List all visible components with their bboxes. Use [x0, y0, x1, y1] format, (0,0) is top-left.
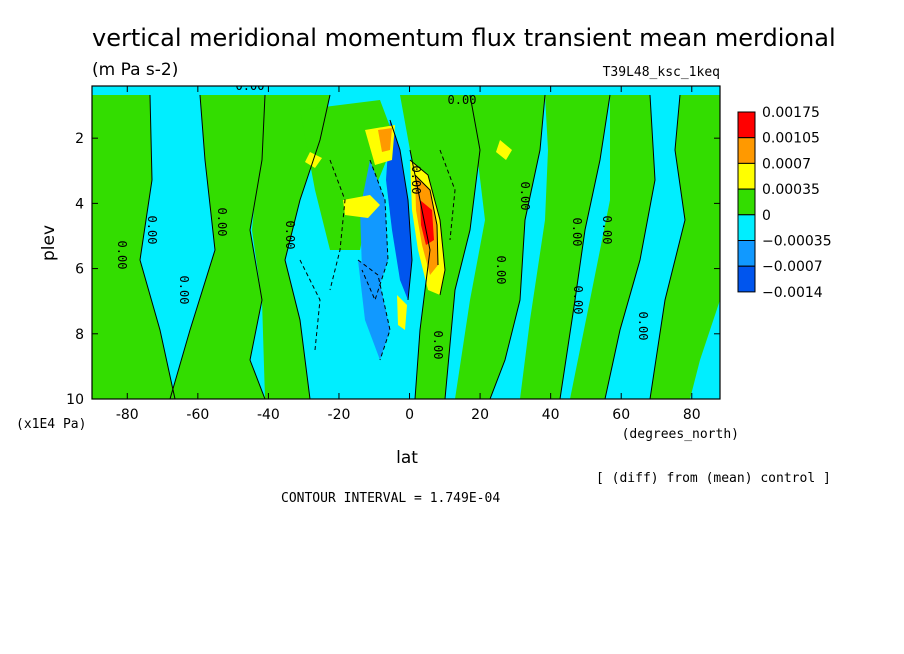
contour-label: 0.00: [600, 216, 614, 245]
run-label: T39L48_ksc_1keq: [603, 65, 720, 80]
green-region-npolecap: [650, 95, 720, 399]
legend-level-label: 0.00035: [762, 182, 820, 198]
x-tick-label: 80: [683, 407, 701, 423]
contour-labels: 0.00 0.00 0.00 0.00 0.00 0.00 0.00 0.00 0.00 0.00…: [115, 79, 650, 360]
legend-level-label: −0.00035: [762, 234, 832, 250]
x-axis-units: (degrees_north): [622, 427, 739, 442]
green-region-smid: [252, 95, 330, 399]
x-tick-label: 20: [471, 407, 489, 423]
contour-line: [649, 94, 686, 399]
yellow-spot2: [397, 295, 407, 330]
contour-line-negative: [329, 159, 346, 291]
contour-label: 0.00: [571, 286, 585, 315]
x-axis-ticks: -80 -60 -40 -20 0 20 40 60 80: [116, 86, 701, 423]
blue-region-b: [358, 260, 390, 360]
plot-frame: [91, 85, 721, 400]
contour-line: [444, 94, 481, 399]
legend-swatch: [737, 111, 756, 139]
contour-label: 0.00: [494, 256, 508, 285]
x-tick-label: 40: [542, 407, 560, 423]
legend-level-label: −0.0014: [762, 285, 823, 301]
negative-contours: [299, 149, 456, 361]
y-tick-label: 2: [75, 131, 84, 147]
contour-label: 0.00: [145, 216, 159, 245]
contour-line-negative: [299, 259, 321, 351]
contour-interval: CONTOUR INTERVAL = 1.749E-04: [281, 491, 500, 506]
x-tick-label: -20: [328, 407, 351, 423]
y-axis-units: (x1E4 Pa): [16, 417, 86, 432]
contour-line: [409, 159, 446, 296]
contour-line-negative: [439, 149, 456, 241]
y-axis-ticks: 2 4 6 8 10: [66, 131, 720, 408]
legend-swatch: [737, 214, 756, 242]
legend-level-label: 0.0007: [762, 156, 811, 172]
x-tick-label: 0: [405, 407, 414, 423]
blue-region-a: [360, 160, 388, 300]
contour-label: 0.00: [570, 218, 584, 247]
diff-note: [ (diff) from (mean) control ]: [596, 471, 831, 486]
contour-line: [389, 119, 413, 301]
y-tick-label: 10: [66, 392, 84, 408]
contour-label: 0.00: [283, 221, 297, 250]
legend-swatch: [737, 188, 756, 216]
red-core: [420, 200, 434, 245]
green-region-sp: [92, 95, 175, 399]
x-axis-label: lat: [396, 448, 418, 468]
y-tick-label: 8: [75, 327, 84, 343]
legend-swatch: [737, 162, 756, 190]
color-legend: 0.00175 0.00105 0.0007 0.00035 0 −0.00035 −0.0…: [737, 105, 832, 301]
legend-swatch: [737, 240, 756, 267]
contour-line: [489, 94, 546, 399]
yellow-sw: [343, 195, 380, 218]
orange-nw: [378, 128, 392, 152]
contour-label: 0.00: [215, 208, 229, 237]
contour-line: [414, 174, 439, 266]
green-region-nhigh2: [570, 95, 655, 399]
contour-line-negative: [361, 159, 389, 302]
green-region-nhigh1: [520, 95, 610, 399]
contour-label: 0.00: [177, 276, 191, 305]
legend-level-label: 0.00105: [762, 131, 820, 147]
x-tick-label: 60: [612, 407, 630, 423]
contour-line: [249, 94, 266, 399]
contour-line: [139, 94, 176, 399]
contour-label: 0.00: [115, 241, 129, 270]
contour-label: 0.00: [636, 312, 650, 341]
darkblue-core: [386, 120, 412, 300]
yellow-spot3: [496, 140, 512, 160]
y-tick-label: 6: [75, 262, 84, 278]
contour-line: [559, 94, 611, 399]
chart-units: (m Pa s-2): [92, 60, 178, 80]
x-tick-label: -60: [186, 407, 209, 423]
x-tick-label: -80: [116, 407, 139, 423]
contour-line: [604, 94, 656, 399]
legend-level-label: 0.00175: [762, 105, 820, 121]
contour-label: 0.00: [518, 182, 532, 211]
contour-line: [169, 94, 216, 399]
contour-label: 0.00: [431, 331, 445, 360]
contour-label: 0.00: [448, 93, 477, 107]
contour-lines: [139, 94, 686, 399]
legend-swatch: [737, 137, 756, 164]
y-axis-label: plev: [39, 225, 59, 261]
legend-level-label: 0: [762, 208, 771, 224]
plot-field: 0.00 0.00 0.00 0.00 0.00 0.00 0.00 0.00 0.00 0.00…: [92, 79, 720, 399]
green-region-nmid: [455, 95, 545, 399]
x-tick-label: -40: [257, 407, 280, 423]
green-region-sml: [170, 95, 265, 399]
legend-swatch: [737, 265, 756, 293]
chart-title: vertical meridional momentum flux transi…: [92, 24, 836, 52]
contour-label: 0.00: [409, 166, 423, 195]
legend-level-label: −0.0007: [762, 259, 823, 275]
contour-line: [284, 94, 331, 399]
contour-line: [409, 149, 431, 399]
y-tick-label: 4: [75, 196, 84, 212]
contour-label: 0.00: [236, 79, 265, 93]
